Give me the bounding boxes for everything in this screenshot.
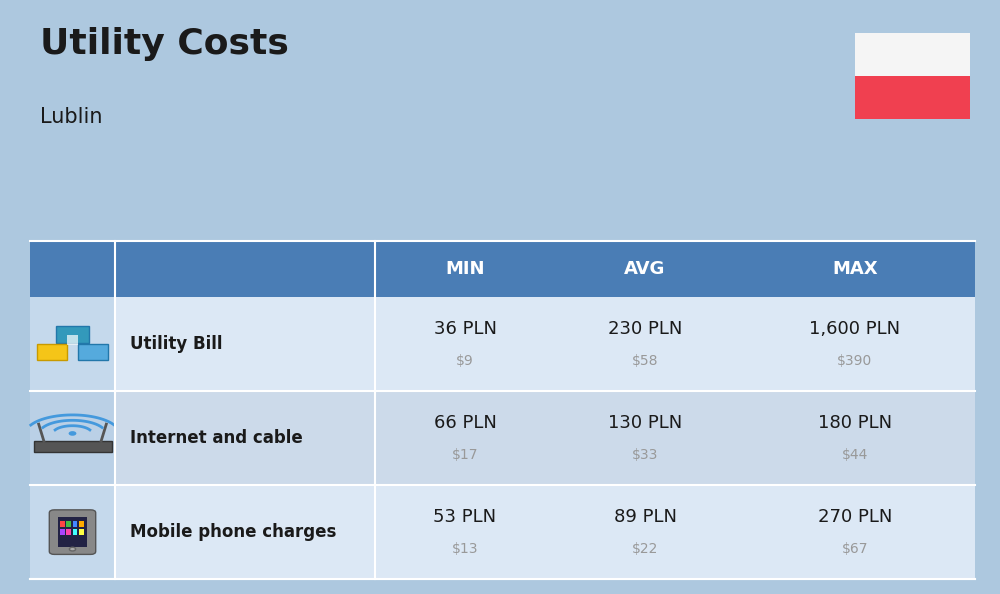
Text: 1,600 PLN: 1,600 PLN [809,320,901,338]
Bar [855,75,970,119]
Bar [79,529,84,535]
Text: 180 PLN: 180 PLN [818,414,892,432]
Text: AVG: AVG [624,260,666,278]
Bar [79,521,84,527]
Bar [855,33,970,76]
Text: $58: $58 [632,353,658,368]
Text: MAX: MAX [832,260,878,278]
Text: $33: $33 [632,448,658,462]
Text: 53 PLN: 53 PLN [433,508,497,526]
Bar [66,529,71,535]
Bar [34,441,112,452]
Text: 36 PLN: 36 PLN [434,320,496,338]
Bar [555,485,735,579]
Bar [375,391,555,485]
Bar [30,391,115,485]
Bar [30,297,115,391]
Text: $9: $9 [456,353,474,368]
Circle shape [69,431,76,436]
Bar [115,485,375,579]
Bar [735,297,975,391]
Text: Utility Bill: Utility Bill [130,335,222,353]
Bar [115,297,375,391]
Text: 66 PLN: 66 PLN [434,414,496,432]
Bar [37,344,67,360]
Text: $17: $17 [452,448,478,462]
Bar [735,485,975,579]
Bar [78,344,108,360]
Bar [60,529,65,535]
Text: Lublin: Lublin [40,107,103,127]
Text: $13: $13 [452,542,478,556]
Bar [375,297,555,391]
Text: 130 PLN: 130 PLN [608,414,682,432]
Bar [735,391,975,485]
Bar [66,521,71,527]
Bar [56,326,89,343]
Bar [555,391,735,485]
Bar [115,391,375,485]
Text: $22: $22 [632,542,658,556]
Text: MIN: MIN [445,260,485,278]
Bar [60,521,65,527]
Bar [73,521,77,527]
Text: $67: $67 [842,542,868,556]
Text: Mobile phone charges: Mobile phone charges [130,523,336,541]
Text: Utility Costs: Utility Costs [40,27,289,61]
Text: 270 PLN: 270 PLN [818,508,892,526]
Text: $44: $44 [842,448,868,462]
Text: 230 PLN: 230 PLN [608,320,682,338]
Bar [58,517,87,547]
Bar [555,297,735,391]
Bar [67,335,78,345]
Text: $390: $390 [837,353,873,368]
Text: 89 PLN: 89 PLN [614,508,676,526]
Bar [30,485,115,579]
Circle shape [69,547,76,551]
Text: Internet and cable: Internet and cable [130,429,303,447]
Bar [375,485,555,579]
Bar [73,529,77,535]
Bar [30,241,975,297]
FancyBboxPatch shape [49,510,96,554]
